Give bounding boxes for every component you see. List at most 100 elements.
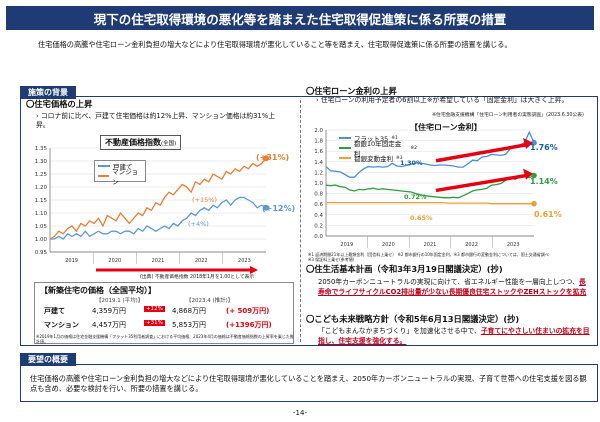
price-period-arrow-head <box>250 266 258 274</box>
legend-swatch <box>339 157 351 159</box>
legend-note: ※1 <box>391 135 398 141</box>
row-label-detached: 戸建て <box>44 307 65 315</box>
legend-label: フラット35 <box>354 135 389 143</box>
y-tick-label: 0.8 <box>314 192 323 198</box>
annotation-065: 0.65% <box>410 214 433 222</box>
y-tick-label: 0.95 <box>35 250 48 256</box>
plan-title: 〇住生活基本計画（令和3年3月19日閣議決定）(抄) <box>306 264 503 274</box>
loan-rate-chart: 2.0 1.8 1.6 1.4 1.2 1.0 0.8 0.6 0.4 0.2 0.0 2019 202… <box>314 128 537 248</box>
series-line-0 <box>50 196 267 240</box>
plan-text-b: 長寿命でライフサイクルCO2排出量が少ない長期優良住宅ストックやZEHストックを… <box>318 278 587 296</box>
loan-notes: ※1 返済期間21年以上最頻金利（団信料上乗せ） ※2 都市銀行の10年固定金利… <box>308 252 594 262</box>
loan-title: 〇住宅ローン金利の上昇 <box>306 86 397 96</box>
row-label-condo: マンション <box>44 321 79 329</box>
price-legend: 戸建て マンション <box>94 160 146 186</box>
end-marker-1 <box>531 172 537 179</box>
annotation-plus31: (+31%) <box>256 153 290 162</box>
loan-chart-title: 【住宅ローン金利】 <box>410 123 482 132</box>
request-heading: 要望の概要 <box>20 353 76 366</box>
new-price-title: 【新築住宅の価格（全国平均）】 <box>40 286 156 295</box>
trend-arrow-head-1 <box>523 168 533 180</box>
x-year-label: 2022 <box>195 258 208 264</box>
row-v2-detached: 4,868万円 <box>172 307 207 315</box>
annotation-114: 1.14% <box>530 177 558 186</box>
y-tick-label: 1.20 <box>35 185 48 191</box>
x-year-label: 2020 <box>382 242 395 248</box>
x-year-label: 2023 <box>507 242 520 248</box>
legend-swatch <box>98 175 110 177</box>
legend-item-flat35: フラット35 ※1 <box>336 133 420 143</box>
y-tick-label: 0.4 <box>314 213 323 219</box>
y-tick-label: 1.0 <box>314 181 323 187</box>
y-tick-label: 0.2 <box>314 223 323 229</box>
legend-note: ※2 <box>410 145 417 151</box>
loan-bullet-note: ※住宅金融支援機構「住宅ローン利用者の実態調査」(2023.6.30公表) <box>432 113 584 118</box>
legend-label: マンション <box>112 168 139 186</box>
strategy-text-b: 子育てにやさしい住まいの拡充を目指し、住宅支援を強化する。 <box>318 327 590 345</box>
loan-legend: フラット35 ※1 都銀10年固定金利 ※2 都銀変動金利 ※3 <box>336 133 420 163</box>
x-year-label: 2023 <box>238 258 251 264</box>
series-line-0 <box>325 130 535 178</box>
legend-swatch <box>339 137 351 139</box>
x-year-label: 2021 <box>424 242 437 248</box>
legend-label: 都銀10年固定金利 <box>353 140 402 158</box>
price-bullet: › コロナ前に比べ、戸建て住宅価格は約12%上昇、マンション価格は約31%上昇。 <box>36 112 276 130</box>
bullet-arrow-icon: › <box>36 112 39 120</box>
price-chart-title-main: 不動産価格指数 <box>105 138 161 147</box>
page-number: -14- <box>293 409 307 417</box>
price-chart-title: 不動産価格指数(全国) <box>100 135 182 150</box>
legend-swatch <box>339 147 351 149</box>
trend-arrow-0 <box>435 143 527 163</box>
annotation-072: 0.72% <box>404 193 427 201</box>
annotation-plus4: (+4%) <box>188 220 209 228</box>
row-v1-condo: 4,457万円 <box>92 321 127 329</box>
x-year-label: 2020 <box>108 258 121 264</box>
y-tick-label: 1.25 <box>35 172 48 178</box>
new-price-col2: 【2023.4 (推計)】 <box>186 298 234 304</box>
new-price-col1: 【2019.1 (平均)】 <box>96 298 144 304</box>
row-v2-condo: 5,853万円 <box>172 321 207 329</box>
row-diff-detached: (+ 509万円) <box>226 307 270 315</box>
y-tick-label: 1.05 <box>35 224 48 230</box>
y-tick-label: 1.15 <box>35 198 48 204</box>
price-source: (出典) 不動産価格指数 2018年1月を1.00として表示 <box>140 275 255 280</box>
legend-note: ※3 <box>396 155 403 161</box>
background-box <box>20 96 598 346</box>
series-line-2 <box>326 201 534 205</box>
strategy-text: 「こどもまんなかまちづくり」を加速化させる中で、子育てにやさしい住まいの拡充を目… <box>318 326 590 346</box>
end-marker-0 <box>263 155 269 162</box>
strategy-text-a: 「こどもまんなかまちづくり」を加速化させる中で、 <box>318 327 481 335</box>
y-tick-label: 1.6 <box>314 149 323 155</box>
end-marker-2 <box>531 200 537 207</box>
trend-arrow-1 <box>435 173 527 193</box>
y-tick-label: 2.0 <box>314 128 323 134</box>
row-v1-detached: 4,359万円 <box>92 307 127 315</box>
column-divider <box>300 100 301 342</box>
new-price-note: ※2019年1月の価格は住宅金融支援機構「フラット35利用者調査」における平均価… <box>36 334 294 344</box>
x-year-label: 2019 <box>340 242 353 248</box>
y-tick-label: 1.10 <box>35 211 48 217</box>
price-chart-title-sub: (全国) <box>161 141 177 147</box>
x-year-label: 2019 <box>65 258 78 264</box>
series-line-1 <box>49 157 267 240</box>
y-tick-label: 1.35 <box>35 146 48 152</box>
annotation-plus15: (+15%) <box>192 196 217 204</box>
row-pct-condo: +31% <box>144 320 165 326</box>
plan-text-a: 2050年カーボンニュートラルの実現に向けて、省エネルギー性能を一層向上しつつ、 <box>318 278 579 286</box>
legend-item-fixed10: 都銀10年固定金利 ※2 <box>336 140 420 158</box>
row-diff-condo: (+1396万円) <box>226 321 272 329</box>
annotation-176: 1.76% <box>530 143 558 152</box>
request-box <box>20 364 598 402</box>
legend-swatch <box>98 165 110 167</box>
new-price-panel <box>34 282 294 344</box>
price-title: 〇住宅価格の上昇 <box>26 99 93 109</box>
loan-bullet-text: 住宅ローンの利用予定者の6割以上※が希望している「固定金利」は大きく上昇。 <box>320 96 569 104</box>
y-tick-label: 0.6 <box>314 202 323 208</box>
trend-arrow-head-0 <box>523 137 533 149</box>
series-line-1 <box>325 174 535 199</box>
x-year-label: 2022 <box>465 242 478 248</box>
loan-note-1: ※1 返済期間21年以上最頻金利（団信料上乗せ） ※2 都市銀行の10年固定金利… <box>308 252 549 257</box>
y-tick-label: 1.00 <box>35 237 48 243</box>
annotation-plus12: (+12%) <box>262 204 296 213</box>
y-tick-label: 1.2 <box>314 170 323 176</box>
